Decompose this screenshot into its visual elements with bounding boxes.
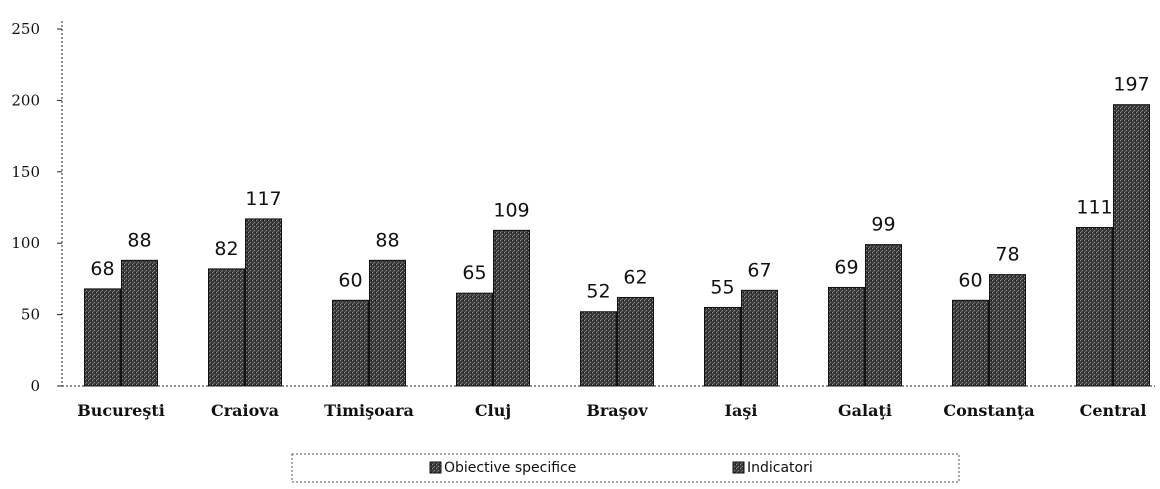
data-label: 68: [90, 258, 114, 280]
legend-swatch: [429, 461, 442, 474]
legend: Obiective specifice Indicatori: [291, 453, 960, 483]
bar-obiective: [208, 268, 245, 387]
y-tick-label: 50: [21, 306, 40, 324]
x-tick-label: Galaţi: [838, 401, 892, 420]
data-label: 67: [747, 259, 771, 281]
data-label: 65: [462, 262, 486, 284]
x-tick-label: Central: [1080, 401, 1147, 420]
bar-indicatori: [1113, 104, 1150, 387]
data-label: 52: [586, 281, 610, 303]
data-label: 88: [127, 229, 151, 251]
legend-box: [291, 453, 960, 483]
data-label: 99: [871, 214, 895, 236]
bar-obiective: [332, 299, 369, 387]
bar-indicatori: [617, 296, 654, 387]
data-label: 109: [493, 199, 529, 221]
x-tick-label: Craiova: [211, 401, 279, 420]
data-labels: 68 88 82 117 60 88 65 109 52 62 55 67 69 99 60 78 111 197: [90, 74, 1149, 303]
bars: [84, 104, 1150, 387]
x-tick-label: Constanţa: [943, 401, 1034, 420]
x-axis: Bucureşti Craiova Timişoara Cluj Braşov Iaşi G…: [62, 385, 1155, 420]
bar-indicatori: [493, 229, 530, 387]
bar-indicatori: [989, 274, 1026, 387]
data-label: 88: [375, 229, 399, 251]
bar-indicatori: [741, 289, 778, 387]
y-tick-label: 150: [11, 163, 40, 181]
data-label: 60: [958, 269, 982, 291]
data-label: 78: [995, 244, 1019, 266]
data-label: 117: [245, 188, 281, 210]
bar-indicatori: [369, 259, 406, 387]
bar-obiective: [580, 311, 617, 387]
bar-obiective: [456, 292, 493, 387]
data-label: 82: [214, 238, 238, 260]
data-label: 69: [834, 256, 858, 278]
bar-indicatori: [245, 218, 282, 387]
y-axis: 0 50 100 150 200 250: [11, 20, 63, 395]
legend-swatch: [732, 461, 745, 474]
x-tick-label: Bucureşti: [77, 401, 165, 420]
bar-indicatori: [121, 259, 158, 387]
data-label: 60: [338, 269, 362, 291]
data-label: 62: [623, 266, 647, 288]
x-tick-label: Braşov: [586, 401, 648, 420]
bar-obiective: [84, 288, 121, 387]
bar-obiective: [952, 299, 989, 387]
bar-obiective: [704, 306, 741, 387]
data-label: 197: [1113, 74, 1149, 96]
bar-obiective: [1076, 226, 1113, 387]
y-tick-label: 250: [11, 20, 40, 38]
x-tick-label: Timişoara: [324, 401, 414, 420]
y-tick-label: 0: [30, 377, 40, 395]
y-tick-label: 100: [11, 234, 40, 252]
y-tick-label: 200: [11, 91, 40, 109]
legend-label: Indicatori: [747, 460, 813, 476]
bar-obiective: [828, 286, 865, 387]
data-label: 55: [710, 276, 734, 298]
x-tick-label: Iaşi: [725, 401, 758, 420]
x-tick-label: Cluj: [475, 401, 511, 420]
bar-indicatori: [865, 244, 902, 387]
data-label: 111: [1076, 196, 1112, 218]
legend-label: Obiective specifice: [444, 460, 576, 476]
